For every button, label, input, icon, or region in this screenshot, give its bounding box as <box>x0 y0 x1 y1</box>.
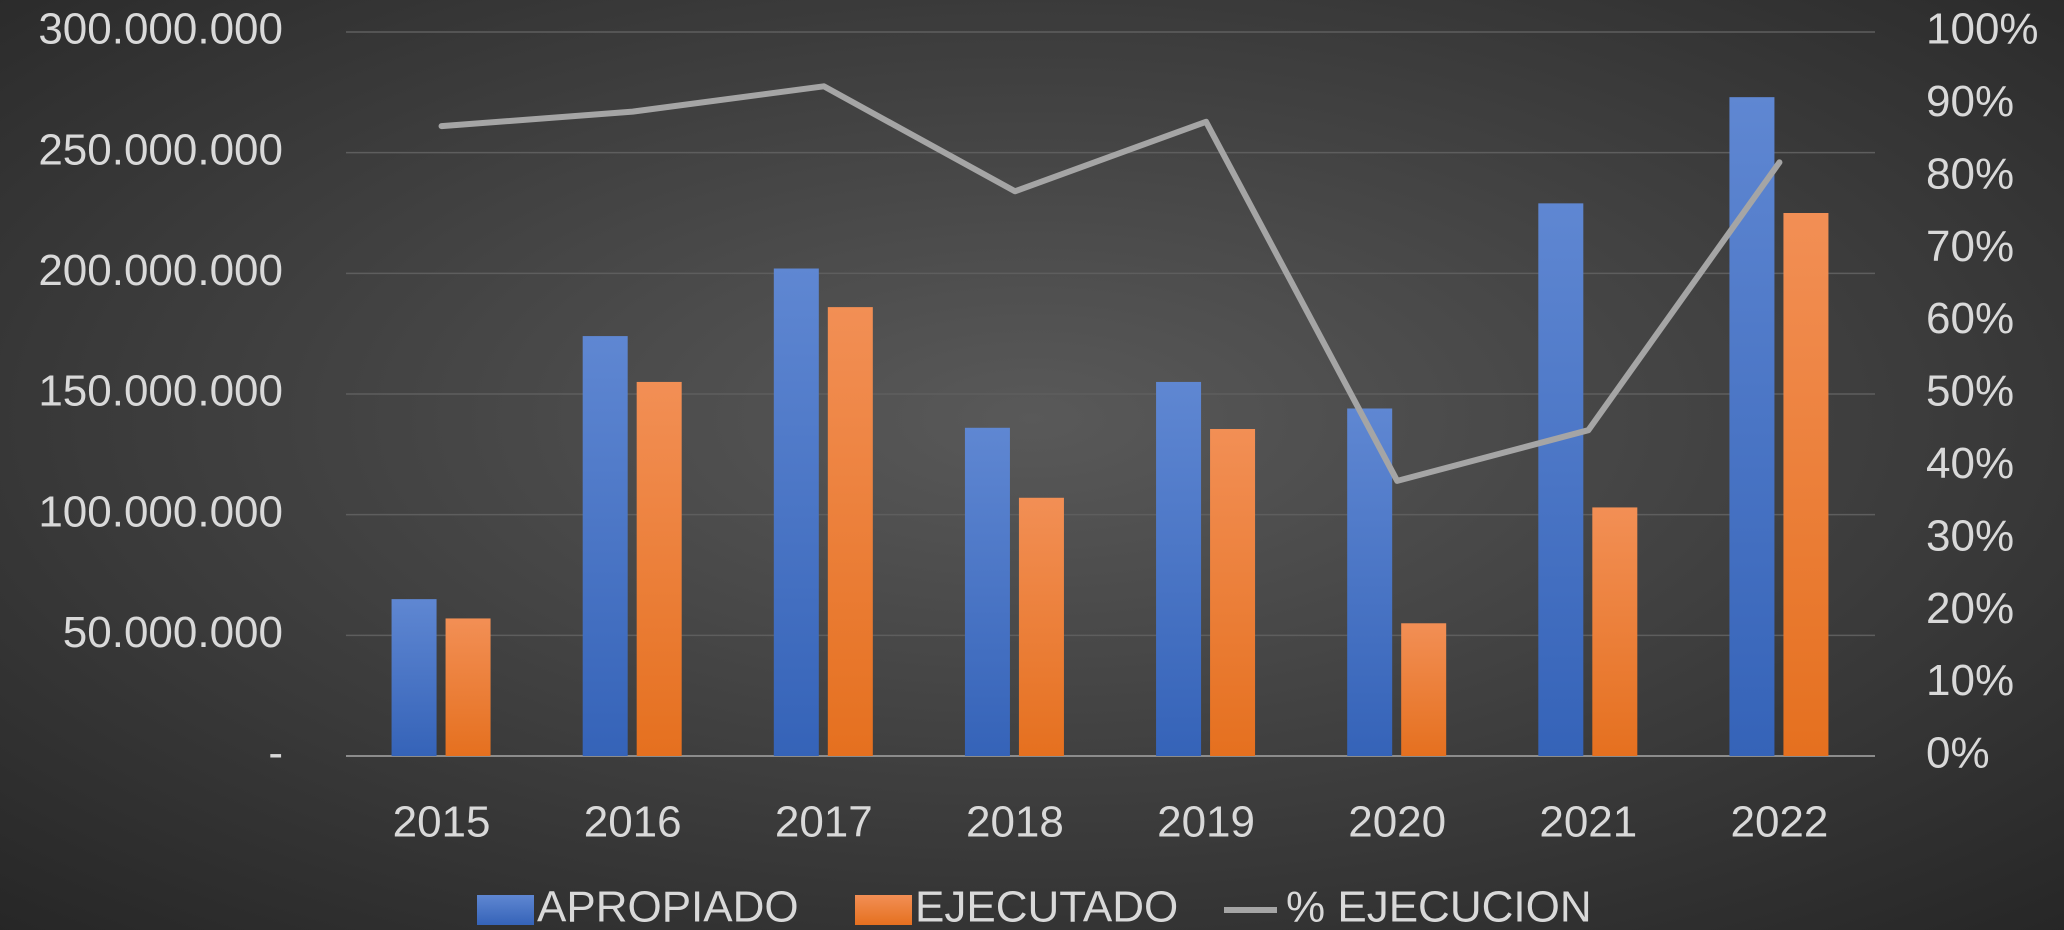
bar <box>582 336 628 756</box>
x-tick-label: 2018 <box>966 798 1064 847</box>
bar <box>1729 97 1775 756</box>
y2-tick-label: 10% <box>1926 656 2014 705</box>
x-tick-label: 2021 <box>1539 798 1637 847</box>
x-tick-label: 2016 <box>584 798 682 847</box>
y2-tick-label: 90% <box>1926 77 2014 126</box>
bar <box>636 381 682 756</box>
bar <box>1210 428 1256 756</box>
bar <box>773 268 819 756</box>
y2-tick-label: 40% <box>1926 439 2014 488</box>
y-tick-label: 100.000.000 <box>38 487 283 536</box>
legend-swatch <box>855 895 912 925</box>
y-tick-label: 250.000.000 <box>38 125 283 174</box>
y2-tick-label: 60% <box>1926 294 2014 343</box>
bar <box>1783 213 1829 756</box>
bar <box>1401 623 1447 756</box>
y2-tick-label: 20% <box>1926 584 2014 633</box>
x-tick-label: 2020 <box>1348 798 1446 847</box>
legend-label: % EJECUCION <box>1286 883 1592 930</box>
x-tick-label: 2019 <box>1157 798 1255 847</box>
y-tick-label: 50.000.000 <box>63 608 283 657</box>
x-tick-label: 2017 <box>775 798 873 847</box>
line <box>438 83 1783 484</box>
bar <box>1538 203 1584 756</box>
legend-label: APROPIADO <box>537 883 799 930</box>
legend-label: EJECUTADO <box>915 883 1178 930</box>
y2-tick-label: 70% <box>1926 222 2014 271</box>
bar <box>391 599 437 756</box>
y-tick-label: 200.000.000 <box>38 246 283 295</box>
y2-tick-label: 80% <box>1926 149 2014 198</box>
bar <box>964 427 1010 756</box>
y2-tick-label: 100% <box>1926 5 2039 54</box>
bar <box>1347 408 1393 756</box>
y-tick-label: 300.000.000 <box>38 5 283 54</box>
x-tick-label: 2015 <box>393 798 491 847</box>
y-tick-label: 150.000.000 <box>38 367 283 416</box>
y2-tick-label: 0% <box>1926 729 1990 778</box>
y2-tick-label: 50% <box>1926 367 2014 416</box>
bar <box>1018 497 1064 756</box>
bar <box>827 307 873 756</box>
y2-tick-label: 30% <box>1926 511 2014 560</box>
y-tick-label: - <box>268 729 283 778</box>
bar <box>1156 381 1202 756</box>
bar <box>1592 507 1638 756</box>
legend-swatch <box>477 895 534 925</box>
x-tick-label: 2022 <box>1730 798 1828 847</box>
bar <box>445 618 491 756</box>
